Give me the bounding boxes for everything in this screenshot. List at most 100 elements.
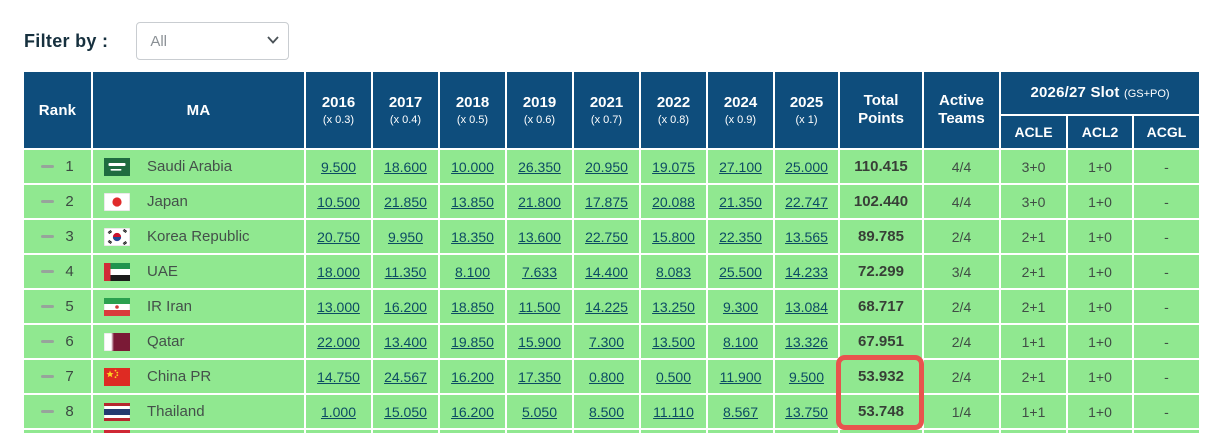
table-row (22, 428, 1202, 433)
year-points-link[interactable]: 11.110 (653, 403, 694, 420)
year-points-link[interactable]: 18.350 (451, 228, 494, 245)
filter-bar: Filter by : All (24, 22, 290, 60)
year-points-link[interactable]: 22.350 (719, 228, 762, 245)
year-points-link[interactable]: 20.950 (585, 158, 628, 175)
year-points-link[interactable]: 13.000 (317, 298, 360, 315)
slot-acl2-value: 1+0 (1066, 393, 1134, 430)
ma-cell: Korea Republic (91, 218, 306, 255)
year-points-link[interactable]: 20.088 (652, 193, 695, 210)
table-row: 5 IR Iran 13.000 16.200 18.850 11.500 14… (22, 288, 1202, 325)
active-teams-value: 4/4 (922, 183, 1001, 220)
year-points-link[interactable]: 19.850 (451, 333, 494, 350)
active-teams-value: 4/4 (922, 148, 1001, 185)
year-points-link[interactable]: 10.500 (317, 193, 360, 210)
year-points-link[interactable]: 13.850 (451, 193, 494, 210)
filter-select[interactable]: All (136, 22, 290, 60)
country-flag-icon (104, 332, 130, 351)
rank-value: 2 (65, 193, 74, 210)
year-points-link[interactable]: 10.000 (451, 158, 494, 175)
year-points-link[interactable]: 25.000 (785, 158, 828, 175)
rank-trend-same-icon (41, 270, 55, 273)
year-points-link[interactable]: 0.800 (588, 368, 625, 385)
year-points-link[interactable]: 13.400 (384, 333, 427, 350)
year-points-link[interactable]: 8.100 (722, 333, 759, 350)
year-points-link[interactable]: 11.350 (384, 263, 427, 280)
year-points-link[interactable]: 13.500 (652, 333, 695, 350)
year-points-link[interactable]: 14.400 (585, 263, 628, 280)
header-slot-group: 2026/27 Slot (GS+PO) (998, 70, 1202, 116)
year-points-link[interactable]: 13.565 (785, 228, 828, 245)
year-points-link[interactable]: 26.350 (518, 158, 561, 175)
year-points-link[interactable]: 21.350 (719, 193, 762, 210)
year-points-link[interactable]: 0.500 (655, 368, 692, 385)
year-points-link[interactable]: 20.750 (317, 228, 360, 245)
year-points-link[interactable]: 21.800 (518, 193, 561, 210)
year-points-link[interactable]: 15.900 (518, 333, 561, 350)
year-points-link[interactable]: 7.300 (588, 333, 625, 350)
year-points-link[interactable]: 8.100 (454, 263, 491, 280)
year-points-link[interactable]: 9.500 (320, 158, 357, 175)
country-flag-icon (104, 431, 130, 433)
header-slot-acle: ACLE (999, 114, 1068, 150)
year-points-link[interactable]: 18.000 (317, 263, 360, 280)
ma-cell: UAE (91, 253, 306, 290)
year-points-link[interactable]: 8.500 (588, 403, 625, 420)
year-points-link[interactable]: 8.083 (655, 263, 692, 280)
year-points-link[interactable]: 9.300 (722, 298, 759, 315)
slot-acgl-value: - (1131, 323, 1202, 360)
ranking-table: Rank MA 2016 (x 0.3) 2017 (x 0.4) 2018 (x 0… (22, 70, 1202, 433)
slot-acgl-value: - (1131, 288, 1202, 325)
slot-acl2-value: 1+0 (1066, 183, 1134, 220)
year-points-link[interactable]: 27.100 (719, 158, 762, 175)
slot-acle-value: 3+0 (999, 148, 1068, 185)
year-points-link[interactable]: 16.200 (384, 298, 427, 315)
year-points-link[interactable]: 9.500 (788, 368, 825, 385)
year-points-link[interactable]: 13.250 (652, 298, 695, 315)
year-points-link[interactable]: 8.567 (722, 403, 759, 420)
year-points-link[interactable]: 13.084 (785, 298, 828, 315)
total-points-value (838, 428, 924, 433)
year-points-link[interactable]: 11.500 (518, 298, 561, 315)
year-points-link[interactable]: 22.000 (317, 333, 360, 350)
year-points-link[interactable]: 15.800 (652, 228, 695, 245)
year-points-link[interactable]: 11.900 (719, 368, 762, 385)
year-points-link[interactable]: 24.567 (384, 368, 427, 385)
year-points-link[interactable]: 16.200 (451, 403, 494, 420)
country-name: China PR (147, 368, 212, 385)
year-points-link[interactable]: 15.050 (384, 403, 427, 420)
rank-cell: 2 (22, 183, 93, 220)
year-points-link[interactable]: 13.750 (785, 403, 828, 420)
active-teams-value (922, 428, 1001, 433)
year-points-link[interactable]: 22.750 (585, 228, 628, 245)
year-points-link[interactable]: 13.326 (785, 333, 828, 350)
year-points-link[interactable]: 1.000 (320, 403, 357, 420)
year-points-link[interactable]: 5.050 (521, 403, 558, 420)
rank-cell: 3 (22, 218, 93, 255)
year-points-link[interactable]: 25.500 (719, 263, 762, 280)
year-points-link[interactable]: 18.850 (451, 298, 494, 315)
year-points-link[interactable]: 19.075 (652, 158, 695, 175)
year-points-link[interactable]: 13.600 (518, 228, 561, 245)
year-points-link[interactable]: 16.200 (451, 368, 494, 385)
year-points-link[interactable]: 7.633 (521, 263, 558, 280)
year-points-link[interactable]: 17.875 (585, 193, 628, 210)
year-points-link[interactable]: 9.950 (387, 228, 424, 245)
country-name: Korea Republic (147, 228, 250, 245)
country-flag-icon (104, 262, 130, 281)
year-points-link[interactable]: 14.225 (585, 298, 628, 315)
year-points-link[interactable]: 17.350 (518, 368, 561, 385)
year-points-link[interactable]: 21.850 (384, 193, 427, 210)
year-points-link[interactable]: 18.600 (384, 158, 427, 175)
header-ma: MA (91, 70, 306, 150)
filter-select-wrap: All (136, 22, 290, 60)
rank-value: 5 (65, 298, 74, 315)
year-points-link[interactable]: 14.750 (317, 368, 360, 385)
year-points-link[interactable]: 14.233 (785, 263, 828, 280)
year-points-link[interactable]: 22.747 (785, 193, 828, 210)
rank-cell: 4 (22, 253, 93, 290)
rank-value: 4 (65, 263, 74, 280)
active-teams-value: 3/4 (922, 253, 1001, 290)
ma-cell (91, 428, 306, 433)
rank-trend-same-icon (41, 340, 55, 343)
country-flag-icon (104, 297, 130, 316)
